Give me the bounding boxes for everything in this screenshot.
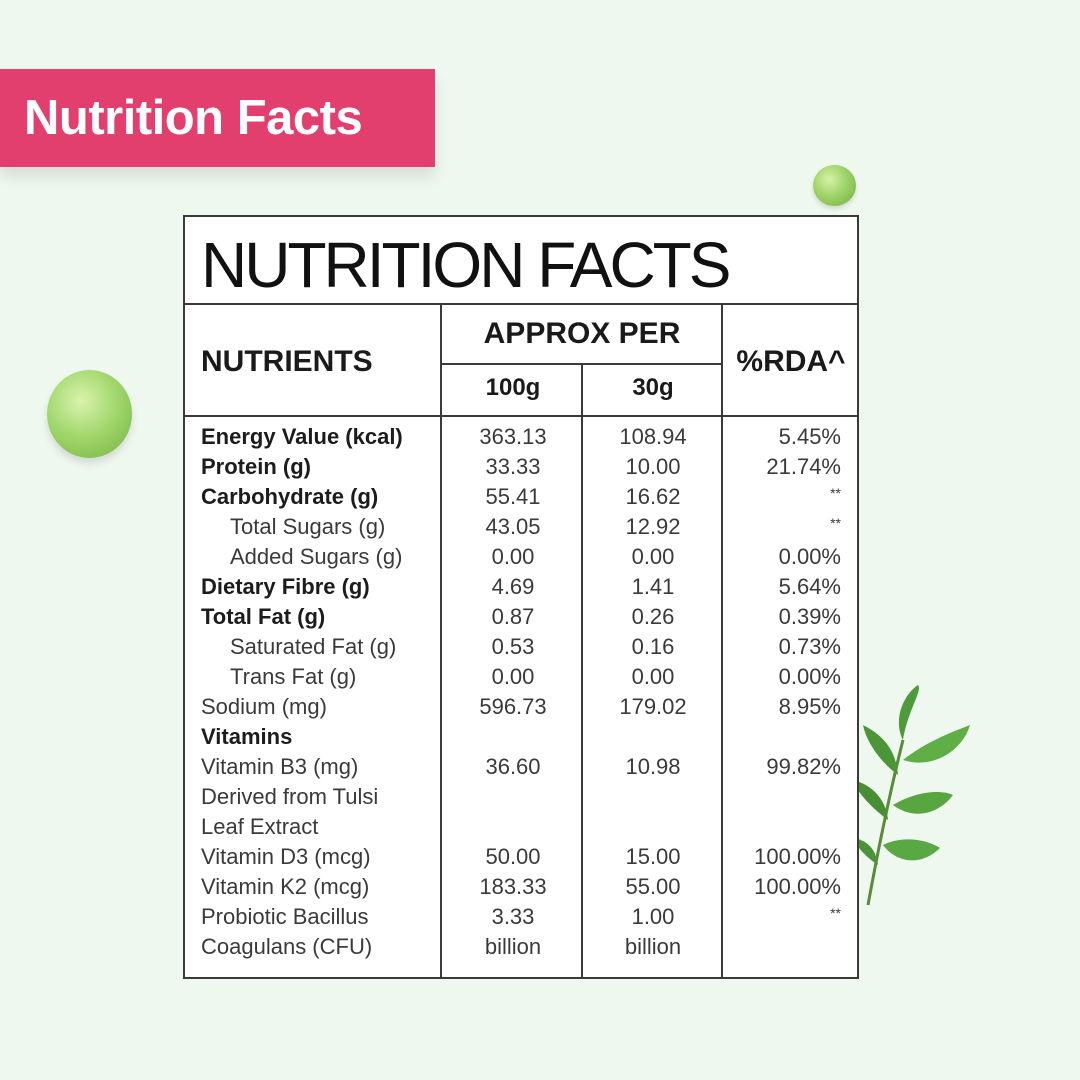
value-100g: 363.13 bbox=[479, 424, 547, 449]
divider bbox=[581, 363, 583, 977]
nutrient-label: Added Sugars (g) bbox=[230, 544, 403, 569]
nutrient-label: Total Fat (g) bbox=[201, 604, 326, 629]
header-30g: 30g bbox=[632, 374, 674, 401]
header-nutrients: NUTRIENTS bbox=[201, 345, 373, 378]
nutrient-label: Saturated Fat (g) bbox=[230, 634, 397, 659]
value-rda: ** bbox=[830, 515, 841, 531]
nutrient-label: Trans Fat (g) bbox=[230, 664, 357, 689]
header-100g: 100g bbox=[485, 374, 541, 401]
nutrient-label: Total Sugars (g) bbox=[230, 514, 386, 539]
pea-icon bbox=[813, 165, 856, 206]
banner-title: Nutrition Facts bbox=[24, 91, 363, 145]
nutrient-label: Vitamin B3 (mg) bbox=[201, 754, 359, 779]
nutrient-label: Energy Value (kcal) bbox=[201, 424, 403, 449]
value-rda: 8.95% bbox=[778, 694, 841, 719]
value-30g: 1.41 bbox=[631, 574, 675, 599]
value-rda: ** bbox=[830, 485, 841, 501]
nutrient-label: Leaf Extract bbox=[201, 814, 319, 839]
value-rda: 5.64% bbox=[778, 574, 841, 599]
value-100g: billion bbox=[484, 934, 542, 959]
value-rda: 5.45% bbox=[778, 424, 841, 449]
value-100g: 4.69 bbox=[491, 574, 535, 599]
value-100g: 183.33 bbox=[479, 874, 547, 899]
value-rda: 0.00% bbox=[778, 544, 841, 569]
value-30g: 15.00 bbox=[625, 844, 681, 869]
header-rda: %RDA^ bbox=[736, 345, 846, 378]
header-approx-per: APPROX PER bbox=[483, 317, 681, 350]
divider bbox=[185, 303, 857, 305]
nutrient-label: Probiotic Bacillus bbox=[201, 904, 369, 929]
value-rda: 0.00% bbox=[778, 664, 841, 689]
value-rda: ** bbox=[830, 905, 841, 921]
value-100g: 43.05 bbox=[485, 514, 541, 539]
nutrient-label: Vitamin K2 (mcg) bbox=[201, 874, 370, 899]
value-30g: 0.00 bbox=[631, 544, 675, 569]
divider bbox=[185, 415, 857, 417]
value-30g: 0.16 bbox=[631, 634, 675, 659]
value-100g: 0.00 bbox=[491, 664, 535, 689]
value-rda: 100.00% bbox=[754, 874, 841, 899]
nutrition-table: NUTRITION FACTS NUTRIENTS APPROX PER 100… bbox=[183, 215, 859, 979]
value-100g: 33.33 bbox=[485, 454, 541, 479]
value-30g: 179.02 bbox=[619, 694, 687, 719]
nutrient-label: Protein (g) bbox=[201, 454, 311, 479]
value-30g: 0.26 bbox=[631, 604, 675, 629]
value-30g: 10.00 bbox=[625, 454, 681, 479]
value-30g: 108.94 bbox=[619, 424, 687, 449]
divider bbox=[721, 303, 723, 977]
nutrient-label: Derived from Tulsi bbox=[201, 784, 379, 809]
value-100g: 0.00 bbox=[491, 544, 535, 569]
tulsi-leaves-icon bbox=[853, 685, 970, 906]
value-rda: 0.39% bbox=[778, 604, 841, 629]
nutrient-label: Vitamin D3 (mcg) bbox=[201, 844, 371, 869]
value-30g: 0.00 bbox=[631, 664, 675, 689]
value-30g: 10.98 bbox=[625, 754, 681, 779]
value-rda: 100.00% bbox=[754, 844, 841, 869]
nutrient-label: Vitamins bbox=[201, 724, 293, 749]
value-100g: 55.41 bbox=[485, 484, 541, 509]
value-100g: 50.00 bbox=[485, 844, 541, 869]
value-100g: 36.60 bbox=[485, 754, 541, 779]
nutrient-label: Sodium (mg) bbox=[201, 694, 327, 719]
divider bbox=[440, 303, 442, 977]
value-30g: 12.92 bbox=[625, 514, 681, 539]
pea-icon bbox=[47, 370, 132, 458]
value-100g: 0.53 bbox=[491, 634, 535, 659]
nutrient-label: Carbohydrate (g) bbox=[201, 484, 379, 509]
value-rda: 99.82% bbox=[766, 754, 841, 779]
nutrient-label: Dietary Fibre (g) bbox=[201, 574, 370, 599]
value-30g: 16.62 bbox=[625, 484, 681, 509]
nutrient-label: Coagulans (CFU) bbox=[201, 934, 373, 959]
value-30g: 55.00 bbox=[625, 874, 681, 899]
value-30g: 1.00 bbox=[631, 904, 675, 929]
value-100g: 596.73 bbox=[479, 694, 547, 719]
table-title: NUTRITION FACTS bbox=[201, 229, 731, 301]
value-rda: 21.74% bbox=[766, 454, 841, 479]
nutrition-facts-banner: Nutrition Facts bbox=[0, 69, 435, 167]
value-100g: 0.87 bbox=[491, 604, 535, 629]
value-100g: 3.33 bbox=[491, 904, 535, 929]
value-rda: 0.73% bbox=[778, 634, 841, 659]
value-30g: billion bbox=[624, 934, 682, 959]
